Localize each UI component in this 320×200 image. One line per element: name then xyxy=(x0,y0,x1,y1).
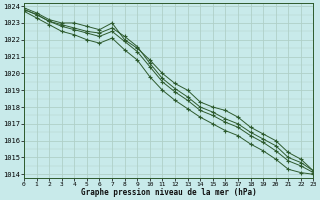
X-axis label: Graphe pression niveau de la mer (hPa): Graphe pression niveau de la mer (hPa) xyxy=(81,188,257,197)
